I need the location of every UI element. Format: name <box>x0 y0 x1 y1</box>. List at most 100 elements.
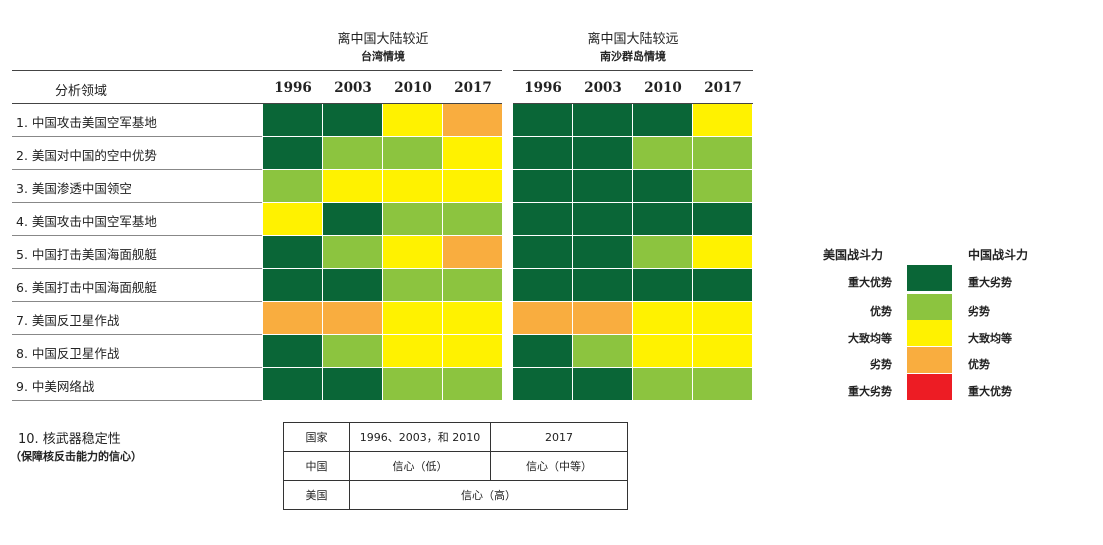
heatmap-cell <box>633 236 693 269</box>
heatmap-cell <box>323 269 383 302</box>
heatmap-cell <box>383 302 443 335</box>
header-bottom-line-right <box>513 103 753 104</box>
legend-us-label: 重大劣势 <box>848 385 892 398</box>
heatmap-cell <box>263 203 323 236</box>
heatmap-cell <box>383 269 443 302</box>
heatmap-cell <box>693 269 753 302</box>
legend-swatch <box>907 294 952 320</box>
header-top-line-right <box>513 70 753 71</box>
heatmap-cell <box>573 104 633 137</box>
heatmap-cell <box>443 335 503 368</box>
heatmap-cell <box>263 368 323 401</box>
heatmap-cell <box>633 302 693 335</box>
heatmap-cell <box>633 137 693 170</box>
scenario-2-subtitle: 南沙群岛情境 <box>600 50 666 63</box>
heatmap-cell <box>513 203 573 236</box>
heatmap-spratly <box>513 104 753 401</box>
legend-cn-label: 劣势 <box>968 305 990 318</box>
table-header-cell: 1996、2003，和 2010 <box>349 422 491 452</box>
heatmap-cell <box>263 335 323 368</box>
table-cell: 信心（高） <box>349 480 628 510</box>
row-divider <box>12 268 262 269</box>
heatmap-cell <box>263 269 323 302</box>
row-label: 1. 中国攻击美国空军基地 <box>16 115 157 130</box>
heatmap-cell <box>383 137 443 170</box>
nuclear-subtitle: （保障核反击能力的信心） <box>10 450 142 463</box>
header-bottom-line-left <box>12 103 502 104</box>
heatmap-cell <box>693 236 753 269</box>
legend-swatch <box>907 374 952 400</box>
legend-swatch <box>907 320 952 346</box>
heatmap-cell <box>323 302 383 335</box>
heatmap-cell <box>633 335 693 368</box>
heatmap-cell <box>383 104 443 137</box>
year-label: 1996 <box>524 80 562 96</box>
heatmap-cell <box>573 335 633 368</box>
heatmap-cell <box>323 137 383 170</box>
row-label: 2. 美国对中国的空中优势 <box>16 148 157 163</box>
table-cell: 信心（低） <box>349 451 491 481</box>
heatmap-taiwan <box>263 104 503 401</box>
row-label: 5. 中国打击美国海面舰艇 <box>16 247 157 262</box>
heatmap-cell <box>693 203 753 236</box>
heatmap-cell <box>513 104 573 137</box>
heatmap-cell <box>323 335 383 368</box>
heatmap-cell <box>693 170 753 203</box>
legend-cn-label: 优势 <box>968 358 990 371</box>
legend-swatch <box>907 265 952 291</box>
heatmap-cell <box>693 137 753 170</box>
heatmap-cell <box>323 368 383 401</box>
row-divider <box>12 136 262 137</box>
heatmap-cell <box>443 170 503 203</box>
table-cell: 中国 <box>283 451 350 481</box>
year-label: 2003 <box>584 80 622 96</box>
table-header-cell: 国家 <box>283 422 350 452</box>
heatmap-cell <box>573 170 633 203</box>
heatmap-cell <box>573 368 633 401</box>
heatmap-cell <box>263 302 323 335</box>
scenario-1-subtitle: 台湾情境 <box>361 50 405 63</box>
heatmap-cell <box>693 368 753 401</box>
heatmap-cell <box>513 335 573 368</box>
row-label: 4. 美国攻击中国空军基地 <box>16 214 157 229</box>
heatmap-cell <box>573 236 633 269</box>
heatmap-cell <box>573 269 633 302</box>
heatmap-cell <box>633 104 693 137</box>
legend-cn-header: 中国战斗力 <box>968 248 1029 262</box>
scenario-1-title: 离中国大陆较近 <box>337 32 429 47</box>
heatmap-cell <box>513 368 573 401</box>
nuclear-title: 10. 核武器稳定性 <box>18 432 121 447</box>
nuclear-table: 国家 1996、2003，和 2010 2017 中国 信心（低） 信心（中等）… <box>283 422 628 510</box>
year-label: 2010 <box>394 80 432 96</box>
legend-us-header: 美国战斗力 <box>823 248 884 262</box>
heatmap-cell <box>443 137 503 170</box>
year-label: 2003 <box>334 80 372 96</box>
year-label: 1996 <box>274 80 312 96</box>
table-cell: 美国 <box>283 480 350 510</box>
year-label: 2010 <box>644 80 682 96</box>
row-label: 7. 美国反卫星作战 <box>16 313 120 328</box>
row-label: 3. 美国渗透中国领空 <box>16 181 132 196</box>
heatmap-cell <box>263 104 323 137</box>
table-row: 中国 信心（低） 信心（中等） <box>283 451 628 481</box>
heatmap-cell <box>573 302 633 335</box>
legend-cn-label: 重大劣势 <box>968 276 1012 289</box>
heatmap-cell <box>263 236 323 269</box>
heatmap-cell <box>633 368 693 401</box>
row-divider <box>12 202 262 203</box>
table-row: 美国 信心（高） <box>283 480 628 510</box>
table-cell: 信心（中等） <box>490 451 628 481</box>
heatmap-cell <box>263 137 323 170</box>
heatmap-cell <box>513 302 573 335</box>
legend-cn-label: 大致均等 <box>968 332 1012 345</box>
area-column-header: 分析领域 <box>55 84 108 99</box>
heatmap-cell <box>383 236 443 269</box>
heatmap-cell <box>383 335 443 368</box>
heatmap-cell <box>633 203 693 236</box>
heatmap-cell <box>633 170 693 203</box>
heatmap-cell <box>323 104 383 137</box>
heatmap-cell <box>443 269 503 302</box>
table-header-cell: 2017 <box>490 422 628 452</box>
heatmap-cell <box>443 104 503 137</box>
row-label: 6. 美国打击中国海面舰艇 <box>16 280 157 295</box>
